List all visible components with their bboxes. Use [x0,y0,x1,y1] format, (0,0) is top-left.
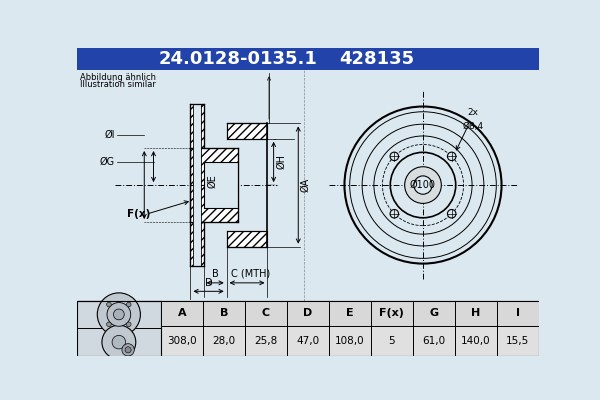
Bar [161,300,539,326]
Circle shape [125,347,131,353]
Circle shape [404,167,442,203]
Polygon shape [227,124,268,139]
Circle shape [107,322,111,327]
Text: ØE: ØE [208,174,217,188]
Text: 61,0: 61,0 [422,336,445,346]
Text: H: H [471,308,480,318]
Text: Illustration similar: Illustration similar [80,80,155,88]
Text: 15,5: 15,5 [506,336,529,346]
Circle shape [97,293,140,336]
Text: ØH: ØH [276,154,286,170]
Bar [77,48,539,70]
Bar [77,300,539,356]
Text: B: B [220,308,228,318]
Circle shape [390,210,398,218]
Circle shape [122,344,134,356]
Polygon shape [190,185,238,222]
Text: 47,0: 47,0 [296,336,319,346]
Text: A: A [178,308,187,318]
Circle shape [390,152,398,161]
Text: D: D [205,278,212,288]
Circle shape [448,152,456,161]
Text: 24.0128-0135.1: 24.0128-0135.1 [159,50,317,68]
Text: I: I [515,308,520,318]
Circle shape [107,302,111,307]
Polygon shape [190,104,203,148]
Text: 25,8: 25,8 [254,336,278,346]
Polygon shape [190,148,238,185]
Polygon shape [190,222,203,266]
Text: F(x): F(x) [379,308,404,318]
Text: B: B [212,269,218,279]
Text: ØG: ØG [100,157,115,167]
Text: Abbildung ähnlich: Abbildung ähnlich [80,73,155,82]
Text: D: D [304,308,313,318]
Text: 108,0: 108,0 [335,336,365,346]
Circle shape [344,106,502,264]
Text: 428135: 428135 [339,50,415,68]
Circle shape [107,302,131,326]
Circle shape [414,176,432,194]
Text: 308,0: 308,0 [167,336,197,346]
Circle shape [102,325,136,359]
Text: 2x: 2x [467,108,479,117]
Text: G: G [429,308,438,318]
Polygon shape [227,231,268,247]
Bar [193,104,201,266]
Text: 5: 5 [388,336,395,346]
Text: C: C [262,308,270,318]
Text: ØI: ØI [104,130,115,140]
Text: 140,0: 140,0 [461,336,490,346]
Bar [77,300,161,356]
Text: F(x): F(x) [127,209,150,219]
Circle shape [127,302,131,307]
Circle shape [127,322,131,327]
Circle shape [448,210,456,218]
Text: ØA: ØA [301,178,311,192]
Text: Ø100: Ø100 [410,180,436,190]
Text: 28,0: 28,0 [212,336,236,346]
Circle shape [113,309,124,320]
Text: Ø8,4: Ø8,4 [463,122,484,131]
Circle shape [112,335,125,349]
Text: E: E [346,308,353,318]
Text: C (MTH): C (MTH) [231,269,271,279]
Bar [203,162,238,208]
